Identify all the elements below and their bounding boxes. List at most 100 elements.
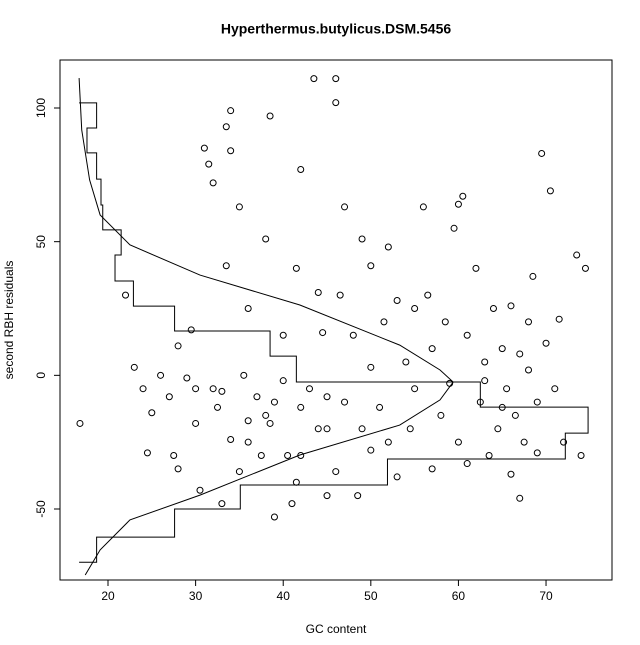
point — [227, 107, 235, 115]
point — [297, 165, 305, 173]
point — [472, 264, 480, 272]
point — [165, 393, 173, 401]
point — [516, 494, 524, 502]
point — [196, 486, 204, 494]
overlay-line — [78, 78, 454, 576]
point — [367, 363, 375, 371]
point — [341, 203, 349, 211]
point — [341, 398, 349, 406]
point — [143, 449, 151, 457]
point — [270, 513, 278, 521]
point — [279, 377, 287, 385]
point — [192, 385, 200, 393]
point — [314, 288, 322, 296]
point — [235, 468, 243, 476]
point — [450, 224, 458, 232]
point — [262, 411, 270, 419]
point — [529, 272, 537, 280]
x-axis-label: GC content — [306, 622, 367, 636]
y-tick-label: 50 — [34, 235, 48, 249]
point — [503, 385, 511, 393]
point — [546, 187, 554, 195]
point — [393, 473, 401, 481]
point — [498, 345, 506, 353]
point — [437, 411, 445, 419]
point — [454, 200, 462, 208]
point — [240, 371, 248, 379]
x-tick-label: 70 — [539, 589, 553, 603]
point — [222, 262, 230, 270]
point — [525, 318, 533, 326]
point — [297, 452, 305, 460]
point — [393, 296, 401, 304]
point — [481, 358, 489, 366]
point — [538, 149, 546, 157]
point — [476, 398, 484, 406]
point — [560, 438, 568, 446]
point — [577, 452, 585, 460]
point — [292, 264, 300, 272]
point — [174, 342, 182, 350]
point — [262, 235, 270, 243]
point — [367, 446, 375, 454]
point — [411, 305, 419, 313]
x-tick-label: 20 — [101, 589, 115, 603]
point — [384, 243, 392, 251]
point — [441, 318, 449, 326]
point — [288, 500, 296, 508]
point — [244, 417, 252, 425]
point — [305, 385, 313, 393]
point — [581, 264, 589, 272]
point — [218, 500, 226, 508]
point — [310, 75, 318, 83]
point — [573, 251, 581, 259]
point — [122, 291, 130, 299]
y-tick-label: 0 — [34, 372, 48, 379]
point — [244, 305, 252, 313]
point — [336, 291, 344, 299]
point — [463, 460, 471, 468]
point — [323, 425, 331, 433]
point — [297, 403, 305, 411]
x-tick-label: 60 — [452, 589, 466, 603]
point — [284, 452, 292, 460]
point — [200, 144, 208, 152]
point — [157, 371, 165, 379]
point — [533, 449, 541, 457]
point — [174, 465, 182, 473]
point — [183, 374, 191, 382]
point — [354, 492, 362, 500]
point — [222, 123, 230, 131]
point — [411, 385, 419, 393]
point — [481, 377, 489, 385]
point — [459, 192, 467, 200]
point — [266, 112, 274, 120]
point — [170, 452, 178, 460]
point — [214, 403, 222, 411]
x-tick-label: 40 — [277, 589, 291, 603]
point — [227, 435, 235, 443]
point — [494, 425, 502, 433]
point — [525, 366, 533, 374]
point — [130, 363, 138, 371]
point — [332, 468, 340, 476]
point — [419, 203, 427, 211]
point — [292, 478, 300, 486]
point — [205, 160, 213, 168]
point — [428, 345, 436, 353]
point — [148, 409, 156, 417]
point — [244, 438, 252, 446]
point — [227, 147, 235, 155]
point — [489, 305, 497, 313]
x-tick-label: 30 — [189, 589, 203, 603]
point — [323, 393, 331, 401]
point — [323, 492, 331, 500]
point — [358, 235, 366, 243]
plot-frame — [59, 59, 613, 581]
point — [428, 465, 436, 473]
y-tick-label: 100 — [34, 98, 48, 118]
x-tick-label: 50 — [364, 589, 378, 603]
y-axis-label: second RBH residuals — [2, 261, 16, 380]
